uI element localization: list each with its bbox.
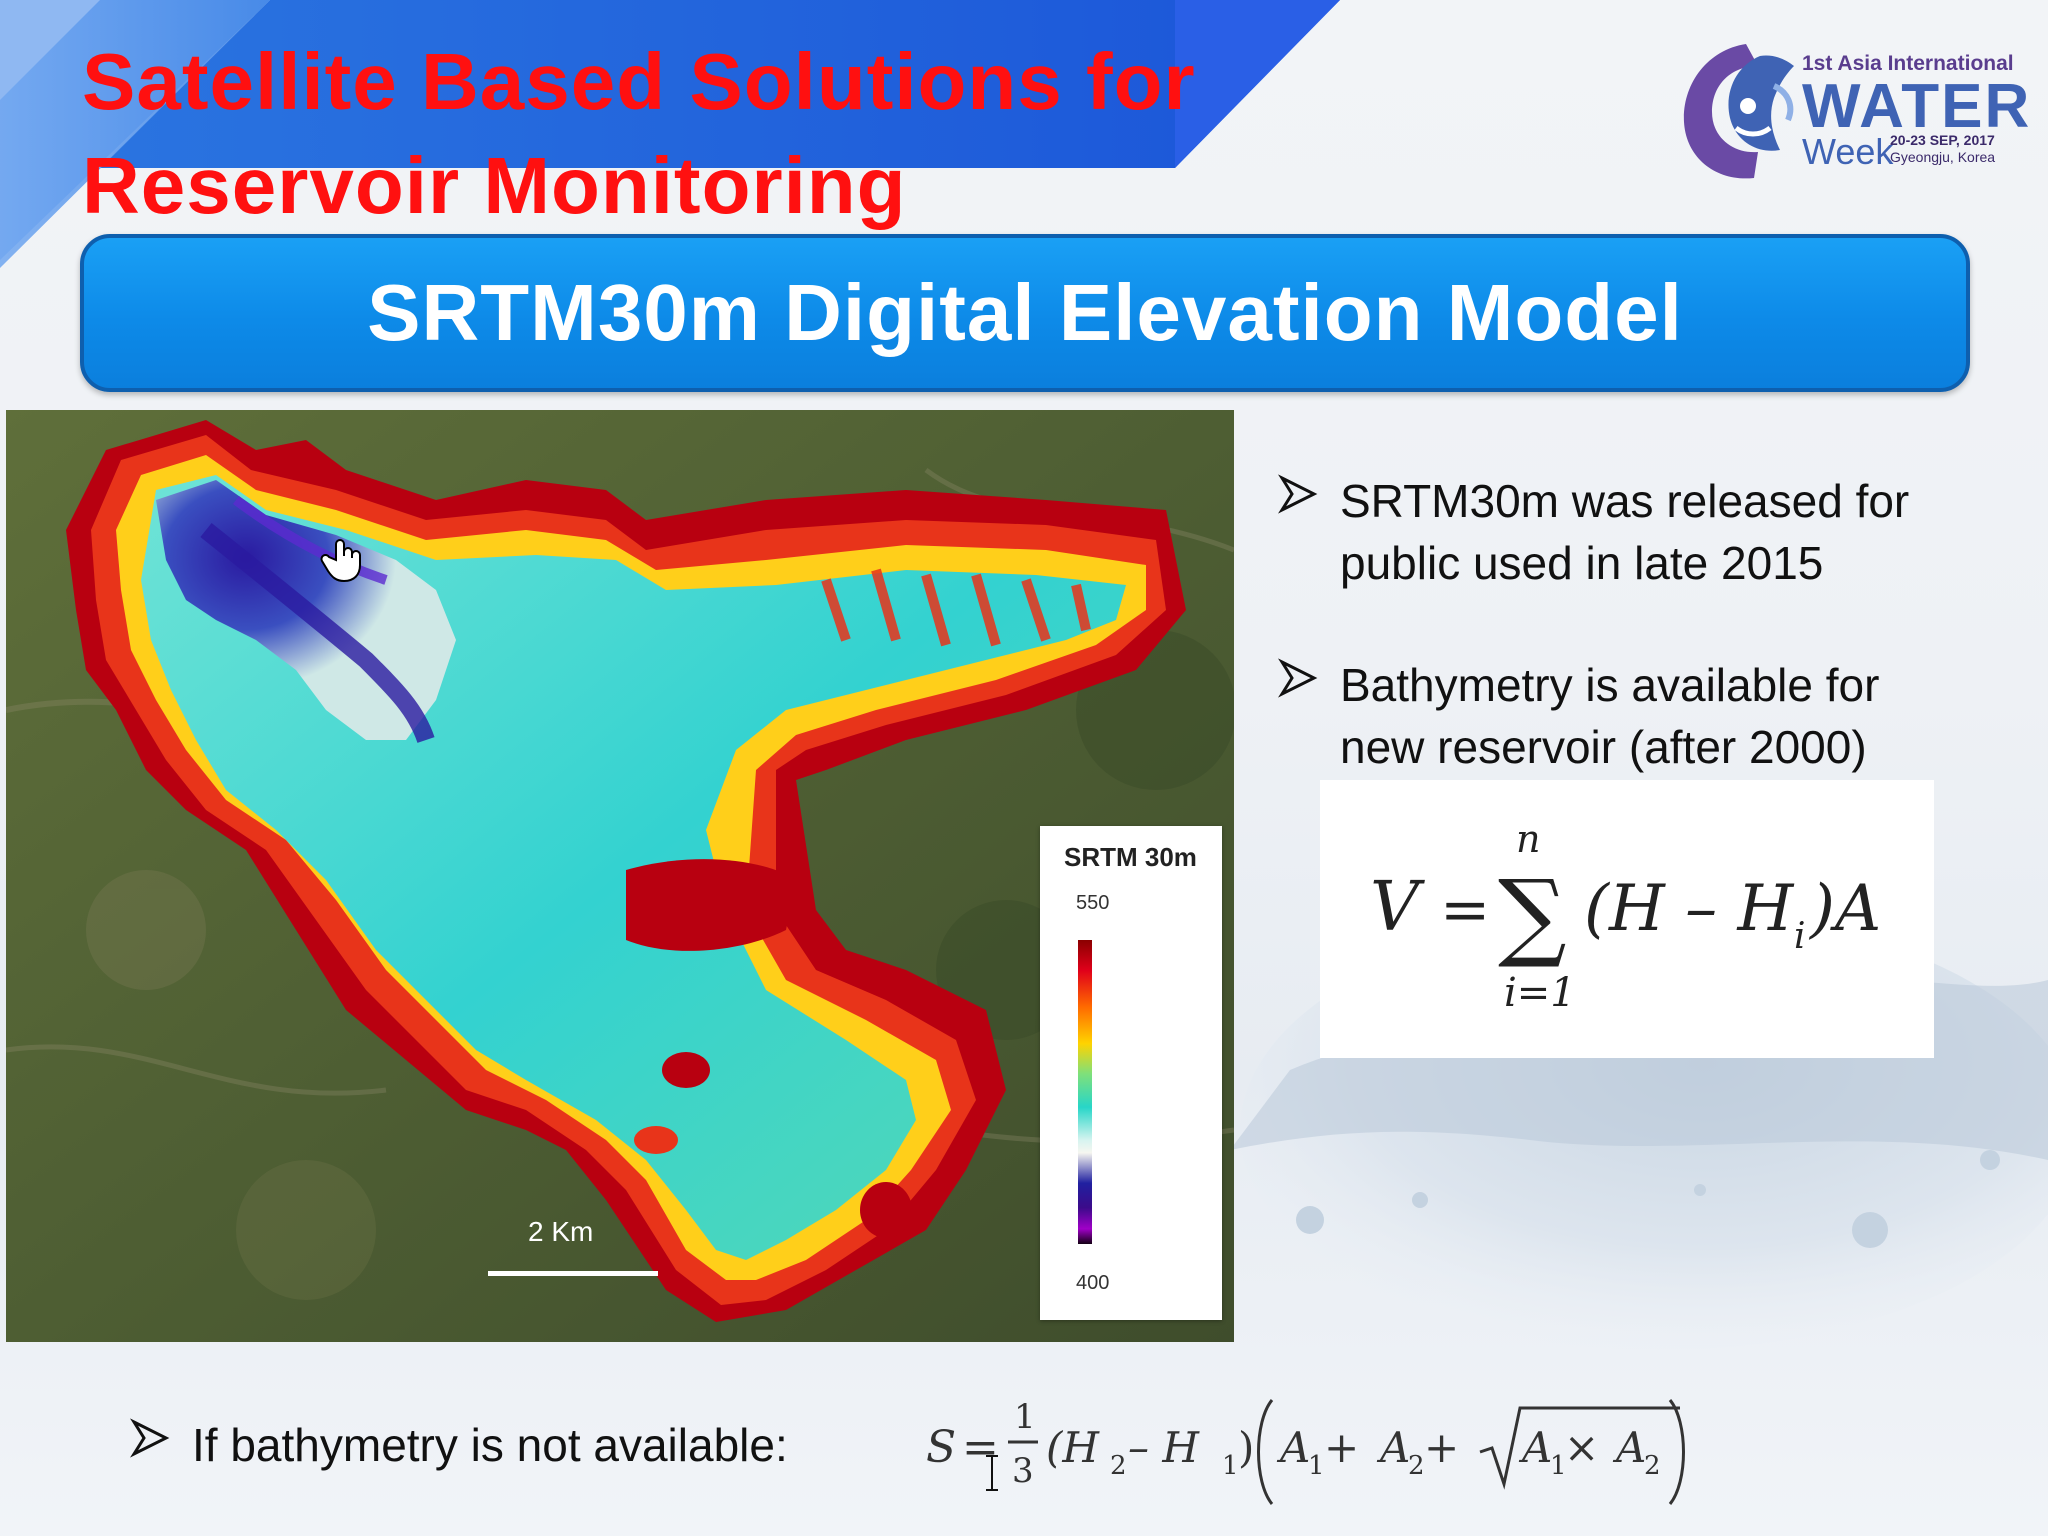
formula-symbol: A — [1376, 1423, 1410, 1472]
storage-formula: S = 1 3 (H 2 – H 1 ) A 1 + A 2 + A 1 — [900, 1372, 1710, 1520]
formula-symbol: A — [1518, 1423, 1552, 1472]
map-scale-label: 2 Km — [528, 1216, 594, 1247]
formula-symbol: i=1 — [1504, 970, 1576, 1016]
slide-title: Satellite Based Solutions for Reservoir … — [82, 30, 1282, 238]
formula-symbol: )A — [1808, 872, 1881, 946]
sqrt-sign — [1479, 1406, 1680, 1490]
formula-symbol: A — [1612, 1423, 1646, 1472]
volume-formula: V = n ∑ i=1 (H – H i )A — [1320, 780, 1934, 1058]
elevation-map — [6, 410, 1234, 1342]
formula-symbol: + — [1424, 1423, 1459, 1472]
bullet-arrow-icon — [1278, 658, 1318, 698]
water-week-logo: 1st Asia International WATER Week 20-23 … — [1676, 36, 2029, 186]
formula-symbol: 2 — [1644, 1451, 1661, 1481]
map-scale-bar — [488, 1271, 658, 1276]
bullet-text: SRTM30m was released for public used in … — [1340, 470, 1909, 594]
formula-symbol: – H — [1128, 1423, 1200, 1472]
formula-symbol: (H — [1046, 1423, 1100, 1472]
bullet-line: public used in late 2015 — [1340, 537, 1824, 589]
water-week-emblem-icon — [1683, 44, 1794, 179]
paren-left — [1257, 1399, 1274, 1505]
formula-symbol: ) — [1238, 1423, 1254, 1472]
elevation-map-image — [6, 410, 1234, 1342]
formula-symbol: 2 — [1408, 1451, 1425, 1481]
legend-min-value: 400 — [1076, 1272, 1110, 1294]
logo-date: 20-23 SEP, 2017 — [1890, 132, 1995, 148]
formula-symbol: 1 — [1222, 1451, 1239, 1481]
volume-formula-svg: V = n ∑ i=1 (H – H i )A — [1370, 817, 1881, 1016]
formula-symbol: + — [1324, 1423, 1359, 1472]
subtitle-text: SRTM30m Digital Elevation Model — [367, 268, 1683, 357]
logo-week-text: Week — [1802, 131, 1894, 172]
formula-symbol: 1 — [1014, 1397, 1036, 1437]
formula-symbol: ∑ — [1498, 859, 1567, 971]
header-banner-decoration — [0, 0, 1340, 268]
formula-symbol: n — [1516, 817, 1540, 861]
logo-place: Gyeongju, Korea — [1890, 149, 1996, 165]
title-line-1: Satellite Based Solutions for — [82, 37, 1196, 126]
formula-symbol: = — [1440, 875, 1490, 945]
legend-color-ramp — [1078, 940, 1092, 1244]
bullet-text: Bathymetry is available for new reservoi… — [1340, 654, 1879, 778]
hand-cursor-icon — [320, 539, 361, 583]
bullet-arrow-icon — [130, 1418, 170, 1458]
bullet-no-bathymetry: If bathymetry is not available: — [130, 1414, 890, 1478]
formula-symbol: A — [1276, 1423, 1310, 1472]
formula-symbol: × — [1564, 1423, 1599, 1472]
formula-symbol: = — [962, 1422, 999, 1473]
subtitle-bar: SRTM30m Digital Elevation Model — [80, 234, 1970, 392]
logo-subtitle: 1st Asia International — [1802, 52, 2014, 75]
formula-symbol: 1 — [1308, 1451, 1325, 1481]
text-cursor-icon — [986, 1455, 998, 1491]
bullet-line: new reservoir (after 2000) — [1340, 721, 1867, 773]
storage-formula-svg: S = 1 3 (H 2 – H 1 ) A 1 + A 2 + A 1 — [926, 1397, 1685, 1505]
legend-title: SRTM 30m — [1064, 842, 1197, 872]
paren-right — [1668, 1399, 1685, 1505]
formula-symbol: 3 — [1012, 1451, 1034, 1491]
formula-symbol: S — [926, 1422, 956, 1473]
formula-symbol: 2 — [1110, 1451, 1127, 1481]
bullet-bathymetry: Bathymetry is available for new reservoi… — [1278, 654, 2018, 784]
title-line-2: Reservoir Monitoring — [82, 141, 907, 230]
bullet-srtm-release: SRTM30m was released for public used in … — [1278, 470, 2018, 600]
legend-max-value: 550 — [1076, 892, 1110, 914]
bullet-line: SRTM30m was released for — [1340, 475, 1910, 527]
formula-symbol: 1 — [1550, 1451, 1567, 1481]
formula-symbol: V — [1370, 868, 1425, 947]
elevation-legend: SRTM 30m 550 400 — [1040, 826, 1222, 1320]
bullet-line: Bathymetry is available for — [1340, 659, 1880, 711]
formula-symbol: (H – H — [1584, 872, 1794, 946]
bullet-text: If bathymetry is not available: — [192, 1419, 788, 1471]
logo-water-text: WATER — [1802, 72, 2032, 141]
formula-symbol: i — [1794, 916, 1806, 957]
bullet-arrow-icon — [1278, 474, 1318, 514]
